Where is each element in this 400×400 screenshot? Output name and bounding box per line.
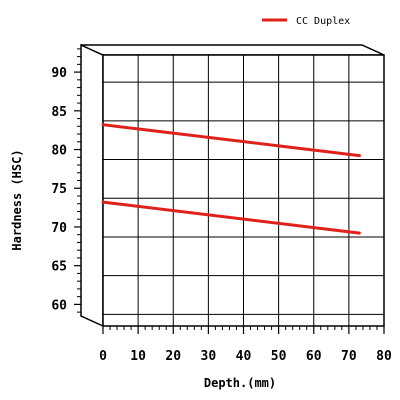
- x-tick-label: 40: [236, 349, 252, 364]
- y-tick-label: 75: [51, 182, 67, 197]
- x-tick-label: 50: [271, 349, 287, 364]
- left-wall: [80, 43, 104, 328]
- legend-label: CC Duplex: [296, 16, 350, 27]
- y-tick-label: 90: [51, 66, 67, 81]
- x-axis-title: Depth.(mm): [204, 376, 276, 390]
- y-axis: 60 65 70 75 80 85 90: [51, 48, 81, 313]
- gridlines: [103, 55, 384, 326]
- y-tick-label: 80: [51, 144, 67, 159]
- top-wall: [80, 44, 385, 56]
- x-tick-label: 70: [341, 349, 357, 364]
- x-tick-label: 60: [306, 349, 322, 364]
- y-tick-label: 85: [51, 105, 67, 120]
- plot-frame: [80, 43, 385, 328]
- series-line-1: [101, 123, 361, 158]
- x-tick-label: 80: [376, 349, 392, 364]
- y-tick-label: 60: [51, 298, 67, 313]
- data-series: [101, 123, 361, 235]
- x-tick-label: 20: [165, 349, 181, 364]
- legend: CC Duplex: [262, 16, 350, 27]
- x-axis: 0 10 20 30 40 50 60 70 80: [99, 326, 392, 364]
- x-tick-label: 30: [201, 349, 217, 364]
- y-tick-label: 65: [51, 260, 67, 275]
- series-line-2: [101, 200, 361, 235]
- x-tick-label: 0: [99, 349, 107, 364]
- y-axis-title: Hardness (HSC): [10, 149, 24, 250]
- x-tick-label: 10: [130, 349, 146, 364]
- y-tick-label: 70: [51, 221, 67, 236]
